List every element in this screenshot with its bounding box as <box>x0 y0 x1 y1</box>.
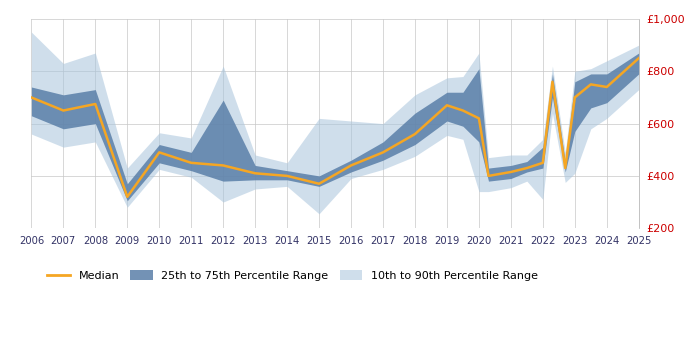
Legend: Median, 25th to 75th Percentile Range, 10th to 90th Percentile Range: Median, 25th to 75th Percentile Range, 1… <box>43 266 542 285</box>
